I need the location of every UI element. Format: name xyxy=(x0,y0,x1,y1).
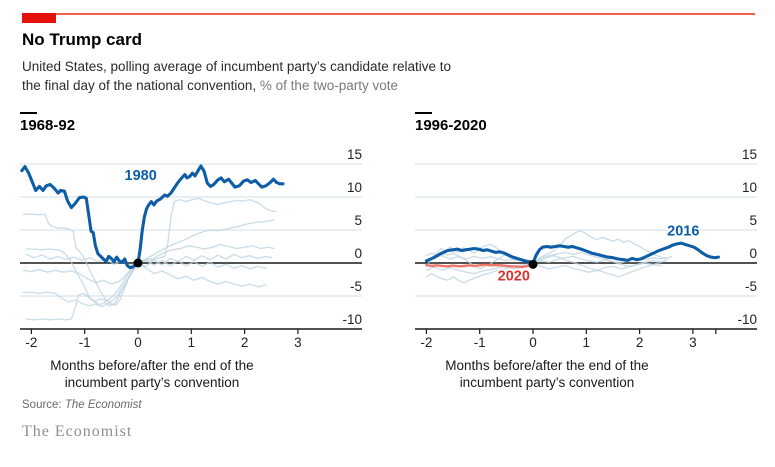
x-tick-label: 2 xyxy=(241,335,249,350)
series-line-context-1 xyxy=(425,229,673,268)
series-label-2016: 2016 xyxy=(667,224,699,240)
y-tick-label: -5 xyxy=(350,279,362,294)
y-tick-label: -5 xyxy=(745,279,757,294)
y-tick-label: 15 xyxy=(347,147,362,162)
series-line-context-2 xyxy=(425,254,668,284)
y-tick-label: 5 xyxy=(749,213,757,228)
y-tick-label: 0 xyxy=(749,246,757,261)
series-line-context-5 xyxy=(425,255,662,275)
x-tick-label: 2 xyxy=(636,335,644,350)
y-tick-label: 5 xyxy=(354,213,362,228)
page-title: No Trump card xyxy=(22,30,142,49)
y-tick-label: 10 xyxy=(347,180,362,195)
y-tick-label: 0 xyxy=(354,246,362,261)
series-line-context-4 xyxy=(22,262,267,288)
series-line-1980 xyxy=(20,164,285,270)
x-tick-label: 0 xyxy=(134,335,142,350)
series-line-2020 xyxy=(425,263,535,269)
panel-title-left: 1968-92 xyxy=(20,117,76,134)
series-line-context-1 xyxy=(22,213,275,306)
convention-day-dot xyxy=(133,258,143,268)
panel-tick-icon xyxy=(20,112,37,114)
top-rule xyxy=(22,13,755,15)
panel-1996-2020: 1996-2020 15 10 5 0 -5 -10 -2 -1 0 1 2 3 2020 2016 Mo… xyxy=(415,112,757,391)
source-name: The Economist xyxy=(64,399,142,411)
y-tick-label: 15 xyxy=(742,147,757,162)
series-label-2020: 2020 xyxy=(498,269,530,285)
x-tick-label: -1 xyxy=(79,335,91,350)
series-line-context-6 xyxy=(25,259,267,321)
source-line: Source: The Economist xyxy=(22,399,142,411)
brand-wordmark: The Economist xyxy=(22,423,133,440)
subtitle-line1: United States, polling average of incumb… xyxy=(22,59,452,74)
x-tick-label: -2 xyxy=(25,335,37,350)
x-tick-label: 3 xyxy=(689,335,697,350)
subtitle-line2: the final day of the national convention… xyxy=(22,76,451,95)
y-tick-label: -10 xyxy=(342,312,362,327)
source-prefix: Source: xyxy=(22,399,62,411)
series-line-2016 xyxy=(424,241,721,265)
convention-day-dot xyxy=(528,259,538,269)
panel-tick-icon xyxy=(415,112,432,114)
panel-1968-92: 1968-92 15 10 5 0 -5 -10 -2 -1 0 1 2 3 1980 Months b… xyxy=(20,112,362,391)
red-tab-block xyxy=(22,13,56,23)
y-tick-label: 10 xyxy=(742,180,757,195)
panel-title-right: 1996-2020 xyxy=(415,117,487,134)
series-label-1980: 1980 xyxy=(125,168,157,184)
x-tick-label: 3 xyxy=(294,335,302,350)
x-tick-label: 1 xyxy=(188,335,196,350)
x-tick-label: 1 xyxy=(583,335,591,350)
x-tick-label: 0 xyxy=(529,335,537,350)
x-axis-caption-right: Months before/after the end of the incum… xyxy=(445,358,649,390)
y-tick-label: -10 xyxy=(737,312,757,327)
x-tick-label: -1 xyxy=(474,335,486,350)
x-axis-caption-left: Months before/after the end of the incum… xyxy=(50,358,254,390)
subtitle-line2-dark: the final day of the national convention… xyxy=(22,78,257,93)
subtitle: United States, polling average of incumb… xyxy=(22,57,451,95)
series-line-context-3 xyxy=(25,253,273,268)
x-tick-label: -2 xyxy=(420,335,432,350)
subtitle-line2-muted: % of the two-party vote xyxy=(256,78,398,93)
